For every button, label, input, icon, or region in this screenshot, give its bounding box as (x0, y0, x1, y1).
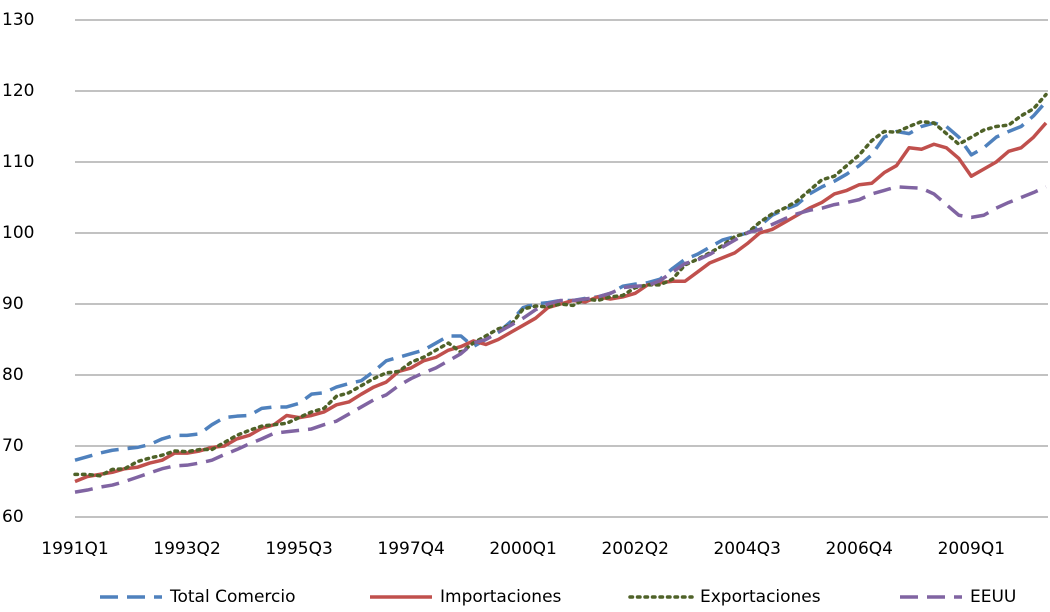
legend-label: Total Comercio (169, 587, 295, 607)
y-tick-label: 90 (2, 294, 24, 314)
y-tick-label: 130 (2, 10, 34, 30)
x-tick-label: 1991Q1 (41, 539, 108, 559)
x-tick-label: 1995Q3 (265, 539, 332, 559)
x-tick-label: 2000Q1 (489, 539, 556, 559)
x-tick-label: 2002Q2 (601, 539, 668, 559)
y-tick-label: 110 (2, 152, 34, 172)
x-tick-label: 1997Q4 (377, 539, 444, 559)
y-tick-label: 100 (2, 223, 34, 243)
legend-label: Importaciones (440, 587, 562, 607)
x-tick-label: 2004Q3 (713, 539, 780, 559)
y-tick-label: 60 (2, 507, 24, 527)
legend-label: Exportaciones (700, 587, 821, 607)
x-tick-label: 1993Q2 (153, 539, 220, 559)
x-tick-label: 2006Q4 (826, 539, 893, 559)
x-tick-label: 2009Q1 (938, 539, 1005, 559)
y-tick-label: 70 (2, 436, 24, 456)
y-tick-label: 80 (2, 365, 24, 385)
series-line (74, 185, 1047, 494)
series-line (74, 100, 1048, 462)
y-tick-label: 120 (2, 81, 34, 101)
series-line (73, 92, 1048, 478)
legend-label: EEUU (970, 587, 1016, 607)
